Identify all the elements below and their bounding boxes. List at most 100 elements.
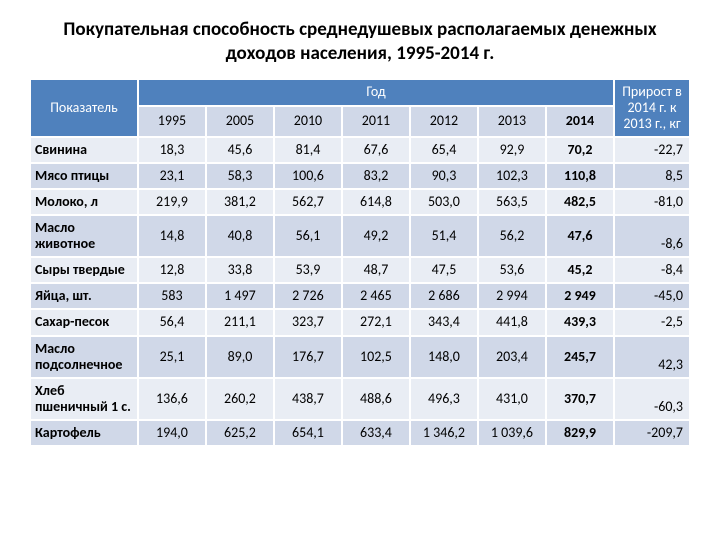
cell-value: 431,0 [478,378,546,420]
cell-value: 83,2 [342,163,410,189]
row-label: Мясо птицы [30,163,138,189]
row-label: Яйца, шт. [30,283,138,309]
cell-value: 203,4 [478,336,546,378]
cell-value: 90,3 [410,163,478,189]
cell-value: 438,7 [274,378,342,420]
cell-value: 102,5 [342,336,410,378]
row-label: Сахар-песок [30,309,138,335]
cell-value: 482,5 [546,189,614,215]
cell-value: 45,2 [546,257,614,283]
cell-value: 33,8 [206,257,274,283]
col-header-2010: 2010 [274,106,342,137]
cell-value: 496,3 [410,378,478,420]
row-label: Хлеб пшеничный 1 с. [30,378,138,420]
cell-value: 1 497 [206,283,274,309]
cell-value: 40,8 [206,215,274,257]
col-header-2005: 2005 [206,106,274,137]
cell-delta: -45,0 [614,283,690,309]
row-label: Масло животное [30,215,138,257]
col-header-2011: 2011 [342,106,410,137]
cell-value: 2 686 [410,283,478,309]
cell-value: 47,6 [546,215,614,257]
row-label: Свинина [30,137,138,163]
col-header-delta: Прирост в 2014 г. к 2013 г., кг [614,79,690,137]
cell-value: 625,2 [206,420,274,446]
col-header-2014: 2014 [546,106,614,137]
cell-value: 654,1 [274,420,342,446]
cell-value: 14,8 [138,215,206,257]
row-label: Масло подсолнечное [30,336,138,378]
cell-value: 370,7 [546,378,614,420]
cell-value: 89,0 [206,336,274,378]
cell-value: 110,8 [546,163,614,189]
cell-value: 245,7 [546,336,614,378]
cell-delta: -8,4 [614,257,690,283]
cell-value: 136,6 [138,378,206,420]
table-body: Свинина18,345,681,467,665,492,970,2-22,7… [30,137,690,446]
cell-value: 211,1 [206,309,274,335]
cell-value: 563,5 [478,189,546,215]
cell-value: 45,6 [206,137,274,163]
cell-delta: -81,0 [614,189,690,215]
cell-value: 381,2 [206,189,274,215]
cell-delta: 42,3 [614,336,690,378]
cell-value: 65,4 [410,137,478,163]
cell-value: 439,3 [546,309,614,335]
table-row: Мясо птицы23,158,3100,683,290,3102,3110,… [30,163,690,189]
cell-value: 272,1 [342,309,410,335]
cell-value: 58,3 [206,163,274,189]
cell-value: 100,6 [274,163,342,189]
cell-value: 219,9 [138,189,206,215]
cell-value: 56,2 [478,215,546,257]
cell-value: 148,0 [410,336,478,378]
cell-value: 2 465 [342,283,410,309]
row-label: Сыры твердые [30,257,138,283]
cell-value: 583 [138,283,206,309]
cell-value: 260,2 [206,378,274,420]
table-row: Молоко, л219,9381,2562,7614,8503,0563,54… [30,189,690,215]
cell-value: 441,8 [478,309,546,335]
table-row: Яйца, шт.5831 4972 7262 4652 6862 9942 9… [30,283,690,309]
cell-value: 1 346,2 [410,420,478,446]
col-header-year-group: Год [138,79,614,106]
cell-value: 47,5 [410,257,478,283]
row-label: Молоко, л [30,189,138,215]
cell-value: 92,9 [478,137,546,163]
col-header-2013: 2013 [478,106,546,137]
cell-value: 194,0 [138,420,206,446]
cell-value: 343,4 [410,309,478,335]
page-title: Покупательная способность среднедушевых … [0,0,720,78]
cell-value: 562,7 [274,189,342,215]
cell-value: 633,4 [342,420,410,446]
table-row: Масло подсолнечное25,189,0176,7102,5148,… [30,336,690,378]
cell-value: 1 039,6 [478,420,546,446]
cell-value: 49,2 [342,215,410,257]
table-row: Масло животное14,840,856,149,251,456,247… [30,215,690,257]
cell-value: 23,1 [138,163,206,189]
cell-value: 2 994 [478,283,546,309]
cell-value: 2 726 [274,283,342,309]
cell-value: 56,4 [138,309,206,335]
cell-value: 53,9 [274,257,342,283]
cell-value: 176,7 [274,336,342,378]
cell-value: 614,8 [342,189,410,215]
cell-value: 67,6 [342,137,410,163]
cell-delta: -2,5 [614,309,690,335]
table-head: Показатель Год Прирост в 2014 г. к 2013 … [30,79,690,137]
data-table: Показатель Год Прирост в 2014 г. к 2013 … [29,78,691,448]
col-header-1995: 1995 [138,106,206,137]
col-header-indicator: Показатель [30,79,138,137]
cell-value: 25,1 [138,336,206,378]
cell-value: 503,0 [410,189,478,215]
cell-value: 53,6 [478,257,546,283]
cell-value: 323,7 [274,309,342,335]
cell-value: 829,9 [546,420,614,446]
cell-value: 51,4 [410,215,478,257]
cell-delta: -60,3 [614,378,690,420]
cell-delta: -8,6 [614,215,690,257]
cell-delta: -209,7 [614,420,690,446]
col-header-2012: 2012 [410,106,478,137]
table-row: Свинина18,345,681,467,665,492,970,2-22,7 [30,137,690,163]
table-row: Картофель194,0625,2654,1633,41 346,21 03… [30,420,690,446]
cell-value: 488,6 [342,378,410,420]
